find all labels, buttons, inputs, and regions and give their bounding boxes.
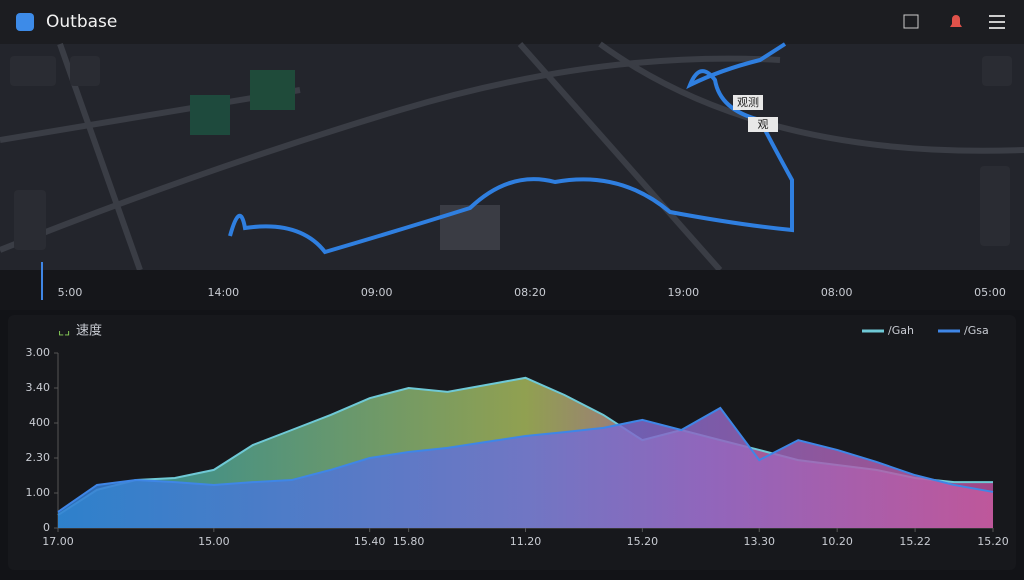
map-label: 观 — [758, 118, 769, 131]
add-button[interactable] — [982, 56, 1012, 86]
timeline-label: 19:00 — [667, 286, 699, 299]
logo — [16, 13, 34, 31]
x-tick-label: 10.20 — [821, 535, 853, 548]
park — [190, 95, 230, 135]
map-label: 观测 — [737, 96, 759, 109]
x-tick-label: 15.80 — [393, 535, 425, 548]
zoom-controls[interactable] — [980, 166, 1010, 246]
x-tick-label: 11.20 — [510, 535, 542, 548]
y-tick-label: 3.00 — [26, 346, 51, 359]
zoom-controls[interactable] — [14, 190, 46, 250]
area — [58, 407, 993, 528]
map — [0, 44, 1024, 270]
y-tick-label: 2.30 — [26, 451, 51, 464]
chart-title: 速度 — [76, 323, 102, 339]
park — [250, 70, 295, 110]
timeline-label: 08:00 — [821, 286, 853, 299]
x-tick-label: 15.40 — [354, 535, 386, 548]
timeline-label: 5:00 — [58, 286, 83, 299]
x-tick-label: 17.00 — [42, 535, 74, 548]
map-popup — [733, 95, 763, 110]
x-tick-label: 15.20 — [627, 535, 659, 548]
timeline-label: 05:00 — [974, 286, 1006, 299]
screen-icon[interactable] — [903, 14, 919, 29]
chart-icon: ⌞⌟ — [58, 324, 70, 339]
timeline-label: 09:00 — [361, 286, 393, 299]
y-tick-label: 400 — [29, 416, 50, 429]
layer-button[interactable] — [10, 56, 56, 86]
bell-icon[interactable] — [950, 15, 962, 27]
map-popup — [748, 117, 778, 132]
x-tick-label: 13.30 — [744, 535, 776, 548]
x-tick-label: 15.00 — [198, 535, 230, 548]
route — [228, 42, 794, 255]
timeline — [0, 270, 1024, 310]
roads — [0, 41, 1024, 272]
timeline-label: 14:00 — [207, 286, 239, 299]
x-tick-label: 15.20 — [977, 535, 1009, 548]
y-tick-label: 0 — [43, 521, 50, 534]
x-tick-label: 15.22 — [899, 535, 931, 548]
locate-button[interactable] — [70, 56, 100, 86]
building — [440, 205, 500, 250]
y-tick-label: 1.00 — [26, 486, 51, 499]
legend-label[interactable]: /Gsa — [964, 324, 989, 337]
y-tick-label: 3.40 — [26, 381, 51, 394]
timeline-label: 08:20 — [514, 286, 546, 299]
legend-label[interactable]: /Gah — [888, 324, 914, 337]
header — [0, 0, 1024, 44]
app-title: Outbase — [46, 12, 117, 32]
line — [57, 406, 994, 513]
menu-icon[interactable] — [989, 15, 1005, 29]
